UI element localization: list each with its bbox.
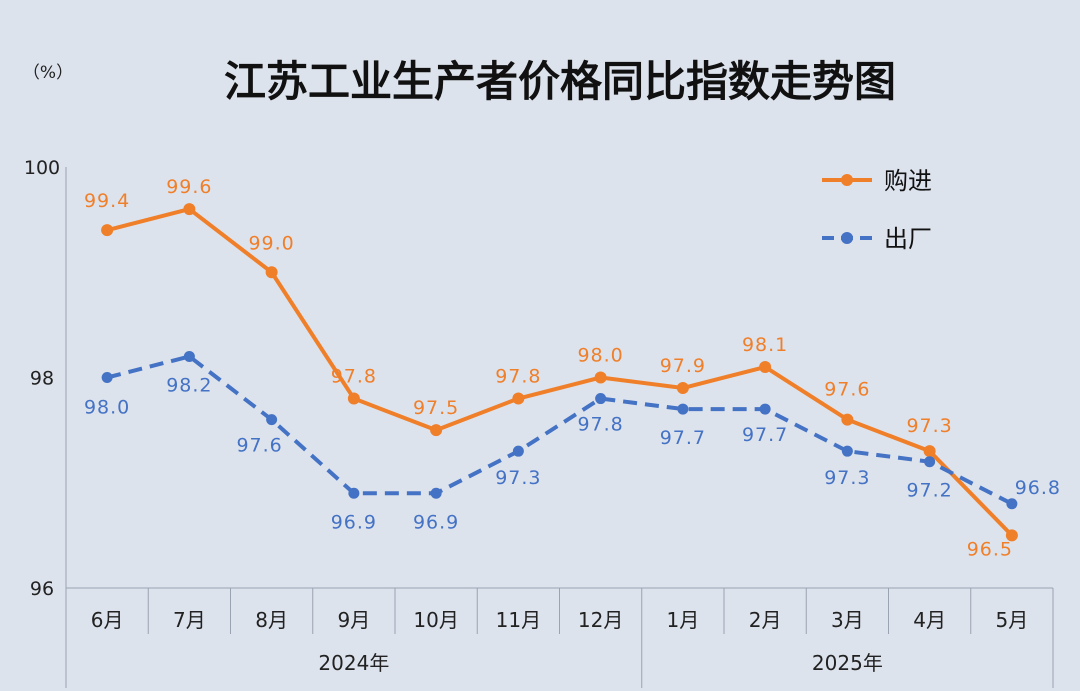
- data-point-purchase: [347, 392, 360, 405]
- series-lines: [106, 207, 1014, 537]
- x-tick-label: 10月: [413, 608, 458, 632]
- data-label-output: 97.7: [660, 427, 706, 449]
- data-label-purchase: 97.8: [331, 366, 377, 388]
- data-point-output: [677, 403, 689, 415]
- y-tick-label: 96: [30, 578, 54, 600]
- data-point-purchase: [841, 413, 854, 426]
- x-tick-label: 4月: [913, 608, 946, 632]
- data-label-output: 97.3: [495, 467, 541, 489]
- data-label-purchase: 98.1: [742, 334, 788, 356]
- axes: 96 98 100 6月 7月 8月 9月 10月 11月 12月 1月 2月 3月 4月 5月 2024年 2…: [24, 157, 1054, 688]
- data-labels: 99.4 99.6 99.0 97.8 97.5 97.8 98.0 97.9 98.1 97.6…: [84, 176, 1061, 560]
- x-tick-label: 11月: [496, 608, 541, 632]
- data-label-output: 97.7: [742, 424, 788, 446]
- data-point-output: [101, 372, 113, 383]
- data-point-purchase: [1005, 529, 1018, 542]
- data-point-output: [266, 414, 278, 426]
- y-tick-label: 98: [30, 368, 54, 390]
- data-point-output: [183, 350, 195, 362]
- x-tick-label: 8月: [255, 608, 288, 632]
- data-label-purchase: 97.8: [495, 366, 541, 388]
- data-point-purchase: [759, 360, 772, 373]
- data-label-output: 98.2: [166, 374, 212, 396]
- series-line-output: [106, 354, 1013, 506]
- x-tick-label: 6月: [91, 608, 124, 632]
- x-tick-label: 9月: [338, 608, 371, 632]
- data-label-output: 96.9: [413, 511, 459, 533]
- chart-title: 江苏工业生产者价格同比指数走势图: [224, 57, 896, 106]
- data-point-purchase: [512, 392, 525, 405]
- legend-label-purchase: 购进: [884, 167, 932, 195]
- series-points: [101, 203, 1018, 542]
- x-tick-label: 3月: [831, 608, 864, 632]
- x-tick-label: 5月: [996, 608, 1029, 632]
- data-point-purchase: [923, 445, 936, 458]
- y-axis-unit: （%）: [23, 63, 73, 83]
- x-tick-label: 7月: [173, 608, 206, 632]
- data-point-purchase: [183, 203, 196, 216]
- data-point-purchase: [430, 424, 443, 437]
- data-label-purchase: 99.6: [166, 176, 212, 198]
- data-label-purchase: 96.5: [967, 538, 1013, 560]
- data-label-purchase: 99.4: [84, 190, 130, 212]
- data-label-purchase: 99.0: [248, 232, 294, 254]
- data-point-output: [924, 456, 936, 468]
- data-point-output: [841, 445, 853, 457]
- data-point-output: [595, 393, 607, 405]
- data-label-purchase: 97.5: [413, 397, 459, 419]
- legend-marker-purchase: [841, 174, 853, 186]
- legend-label-output: 出厂: [884, 225, 932, 253]
- data-label-output: 97.3: [824, 467, 870, 489]
- x-tick-label: 2月: [749, 608, 782, 632]
- data-label-purchase: 97.6: [824, 379, 870, 401]
- data-point-output: [512, 445, 524, 457]
- data-point-output: [759, 403, 771, 415]
- data-label-output: 97.2: [906, 480, 952, 502]
- data-label-purchase: 97.3: [906, 415, 952, 437]
- y-tick-label: 100: [24, 157, 60, 179]
- legend-marker-output: [841, 232, 853, 244]
- data-label-output: 96.8: [1015, 477, 1061, 499]
- year-label: 2024年: [318, 651, 389, 675]
- data-label-purchase: 97.9: [660, 355, 706, 377]
- x-tick-label: 12月: [578, 608, 623, 632]
- data-label-output: 96.9: [331, 511, 377, 533]
- data-point-output: [1006, 498, 1018, 510]
- data-point-purchase: [676, 382, 689, 395]
- data-label-output: 97.6: [236, 435, 282, 457]
- data-point-purchase: [265, 266, 278, 279]
- year-label: 2025年: [812, 651, 883, 675]
- data-label-output: 98.0: [84, 397, 130, 419]
- data-label-output: 97.8: [577, 414, 623, 436]
- data-point-output: [430, 487, 442, 499]
- data-label-purchase: 98.0: [577, 345, 623, 367]
- series-line-purchase: [106, 207, 1014, 537]
- data-point-purchase: [101, 224, 114, 237]
- x-tick-label: 1月: [667, 608, 700, 632]
- data-point-purchase: [594, 371, 607, 384]
- data-point-output: [348, 487, 360, 499]
